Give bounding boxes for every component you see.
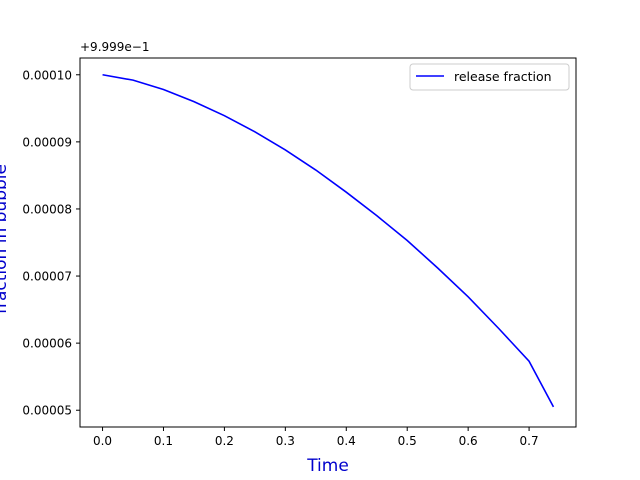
legend-box [409, 63, 570, 91]
y-offset-text: +9.999e−1 [80, 40, 149, 54]
x-axis-label: Time [306, 456, 349, 476]
y-tick-label: 0.00006 [22, 337, 72, 351]
y-tick-label: 0.00009 [22, 135, 72, 149]
plot-area: 0.0 0.1 0.2 0.3 0.4 0.5 0.6 0.7 0.00005 0.00006 0.… [22, 57, 577, 448]
x-tick-label: 0.5 [398, 434, 417, 448]
x-tick-label: 0.0 [93, 434, 112, 448]
y-tick-label: 0.00010 [22, 68, 72, 82]
x-tick-label: 0.7 [520, 434, 539, 448]
x-tick-label: 0.6 [459, 434, 478, 448]
x-tick-label: 0.4 [337, 434, 356, 448]
series-line-0 [102, 73, 555, 408]
x-tick-label: 0.3 [276, 434, 295, 448]
legend: release fraction [409, 63, 570, 91]
y-tick-label: 0.00008 [22, 202, 72, 216]
plot-frame [79, 57, 577, 428]
x-tick-label: 0.2 [215, 434, 234, 448]
y-axis-label: fraction in bubble [0, 164, 11, 314]
y-tick-label: 0.00005 [22, 404, 72, 418]
y-tick-label: 0.00007 [22, 270, 72, 284]
legend-entry-release-fraction: release fraction [454, 69, 552, 84]
x-tick-label: 0.1 [154, 434, 173, 448]
